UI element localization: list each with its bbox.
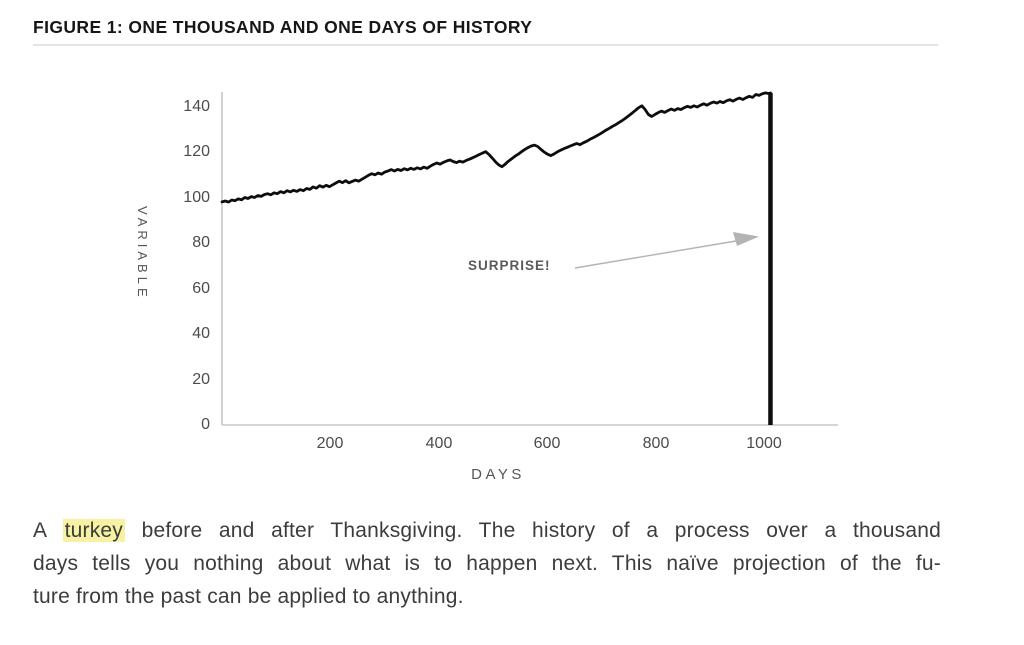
y-tick-80: 80: [192, 234, 210, 251]
caption-line-1: A turkey before and after Thanksgiving. …: [33, 514, 941, 547]
y-tick-40: 40: [192, 325, 210, 342]
title-rule: [33, 44, 938, 46]
y-tick-120: 120: [183, 143, 210, 160]
y-tick-140: 140: [183, 98, 210, 115]
history-line: [220, 91, 772, 204]
figure-caption: A turkey before and after Thanksgiving. …: [33, 514, 941, 613]
surprise-annotation: SURPRISE!: [468, 258, 551, 273]
x-tick-1000: 1000: [746, 435, 782, 452]
y-tick-100: 100: [183, 189, 210, 206]
surprise-arrowhead-icon: [733, 232, 759, 246]
y-tick-0: 0: [201, 416, 210, 433]
caption-line-3: ture from the past can be applied to any…: [33, 585, 464, 608]
x-tick-400: 400: [425, 435, 453, 452]
x-tick-800: 800: [642, 435, 670, 452]
x-tick-600: 600: [533, 435, 561, 452]
highlighted-word: turkey: [62, 519, 126, 542]
x-axis-label: DAYS: [471, 466, 525, 483]
figure-title: FIGURE 1: ONE THOUSAND AND ONE DAYS OF H…: [33, 17, 533, 37]
caption-text: A: [33, 519, 63, 542]
y-axis-label: VARIABLE: [135, 206, 150, 301]
surprise-arrow: [574, 240, 737, 269]
y-tick-60: 60: [192, 280, 210, 297]
caption-line-2: days tells you nothing about what is to …: [33, 552, 941, 575]
y-tick-20: 20: [192, 371, 210, 388]
x-tick-200: 200: [316, 435, 344, 452]
caption-text: before and after Thanksgiving. The histo…: [125, 519, 941, 542]
